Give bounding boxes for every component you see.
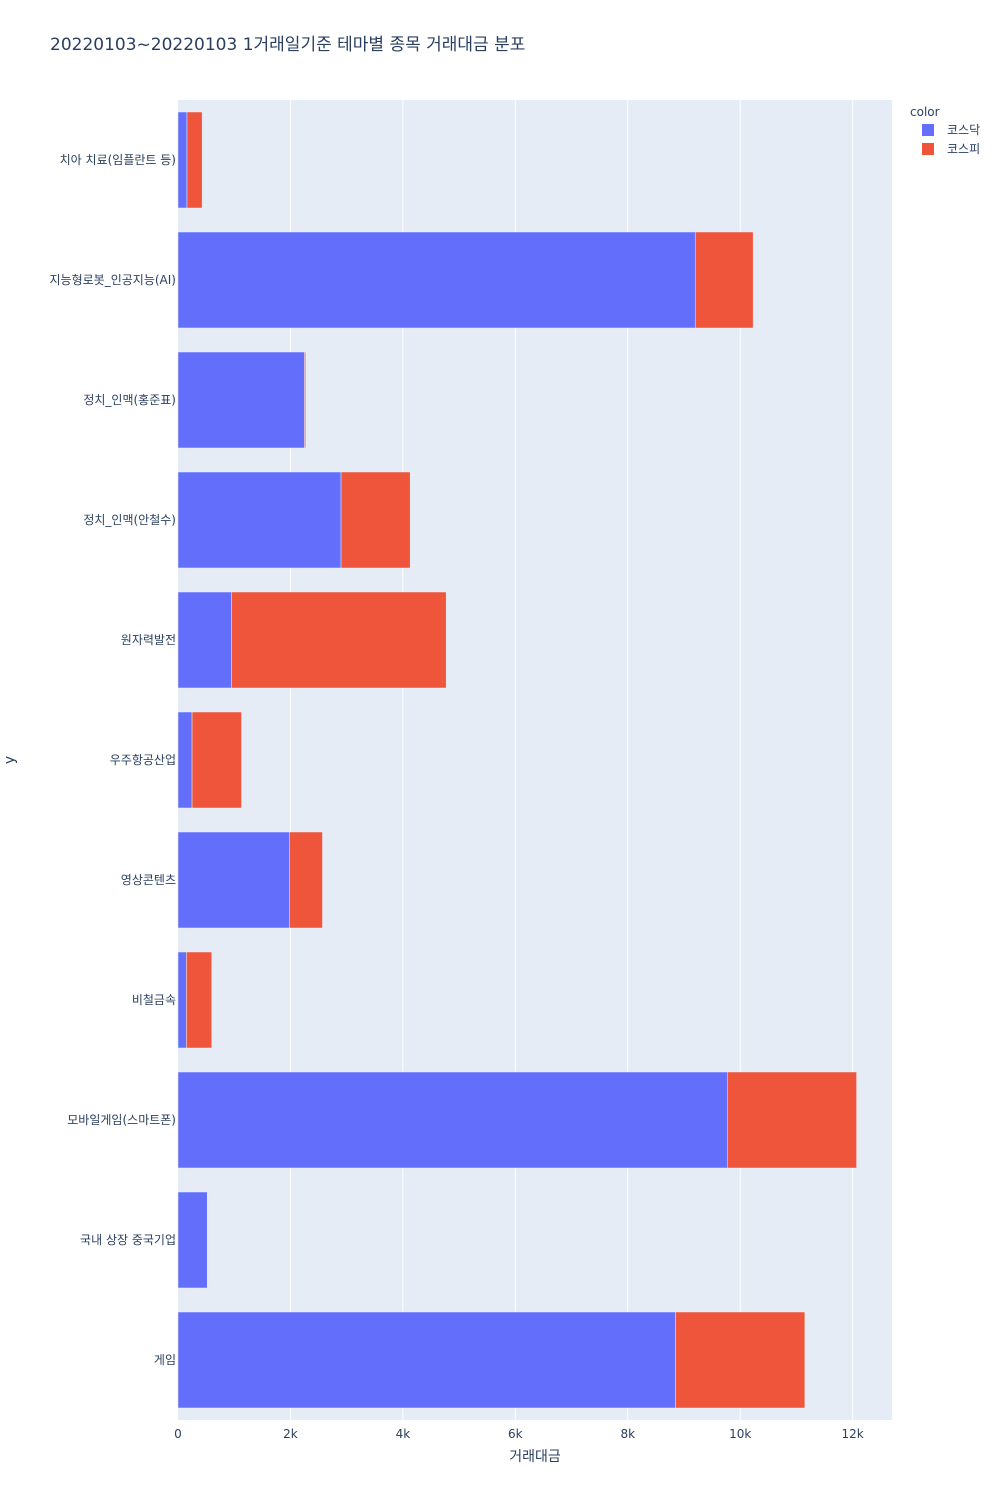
bar-kosdaq-7[interactable]	[177, 951, 187, 1049]
y-tick-label: 지능형로봇_인공지능(AI)	[50, 273, 176, 287]
legend-swatch[interactable]	[922, 124, 934, 136]
bars-layer	[177, 111, 857, 1409]
x-tick-label: 10k	[729, 1427, 751, 1441]
y-tick-labels: 치아 치료(임플란트 등) 지능형로봇_인공지능(AI) 정치_인맥(홍준표) 정치_…	[50, 153, 176, 1367]
x-axis-title: 거래대금	[509, 1449, 561, 1465]
y-tick-label: 치아 치료(임플란트 등)	[60, 153, 176, 167]
y-tick-label: 모바일게임(스마트폰)	[67, 1113, 176, 1127]
y-tick-label: 게임	[154, 1353, 176, 1367]
legend-swatch[interactable]	[922, 143, 934, 155]
chart-title: 20220103~20220103 1거래일기준 테마별 종목 거래대금 분포	[50, 35, 525, 55]
y-tick-label: 국내 상장 중국기업	[80, 1233, 176, 1247]
bar-kospi-7[interactable]	[186, 951, 212, 1049]
bar-kospi-4[interactable]	[231, 591, 447, 689]
bar-kospi-2[interactable]	[304, 351, 306, 449]
x-tick-label: 4k	[396, 1427, 411, 1441]
x-tick-label: 6k	[508, 1427, 523, 1441]
bar-kosdaq-0[interactable]	[177, 111, 188, 209]
y-tick-label: 영상콘텐츠	[121, 873, 176, 887]
x-tick-label: 12k	[842, 1427, 864, 1441]
bar-kosdaq-9[interactable]	[177, 1191, 208, 1289]
bar-kospi-3[interactable]	[340, 471, 411, 569]
bar-kosdaq-3[interactable]	[177, 471, 342, 569]
bar-kosdaq-1[interactable]	[177, 231, 696, 329]
bar-kosdaq-10[interactable]	[177, 1311, 676, 1409]
bar-kosdaq-6[interactable]	[177, 831, 290, 929]
y-axis-title: y	[2, 756, 18, 764]
legend-title: color	[910, 105, 940, 119]
x-tick-label: 2k	[283, 1427, 298, 1441]
bar-kosdaq-8[interactable]	[177, 1071, 728, 1169]
bar-kospi-0[interactable]	[186, 111, 203, 209]
bar-kospi-1[interactable]	[694, 231, 754, 329]
legend-label[interactable]: 코스닥	[947, 123, 980, 137]
x-tick-label: 8k	[620, 1427, 635, 1441]
bar-kosdaq-4[interactable]	[177, 591, 232, 689]
bar-kospi-8[interactable]	[727, 1071, 857, 1169]
bar-kospi-10[interactable]	[675, 1311, 806, 1409]
y-tick-label: 우주항공산업	[110, 753, 176, 767]
bar-kospi-5[interactable]	[191, 711, 242, 809]
y-tick-label: 원자력발전	[121, 633, 176, 647]
y-tick-label: 정치_인맥(안철수)	[83, 513, 176, 527]
legend-label[interactable]: 코스피	[947, 142, 980, 156]
bar-kospi-6[interactable]	[289, 831, 323, 929]
y-tick-label: 비철금속	[132, 993, 176, 1007]
y-tick-label: 정치_인맥(홍준표)	[83, 393, 176, 407]
x-tick-labels: 0 2k 4k 6k 8k 10k 12k	[174, 1427, 864, 1441]
bar-kosdaq-5[interactable]	[177, 711, 193, 809]
bar-kosdaq-2[interactable]	[177, 351, 305, 449]
x-tick-label: 0	[174, 1427, 182, 1441]
